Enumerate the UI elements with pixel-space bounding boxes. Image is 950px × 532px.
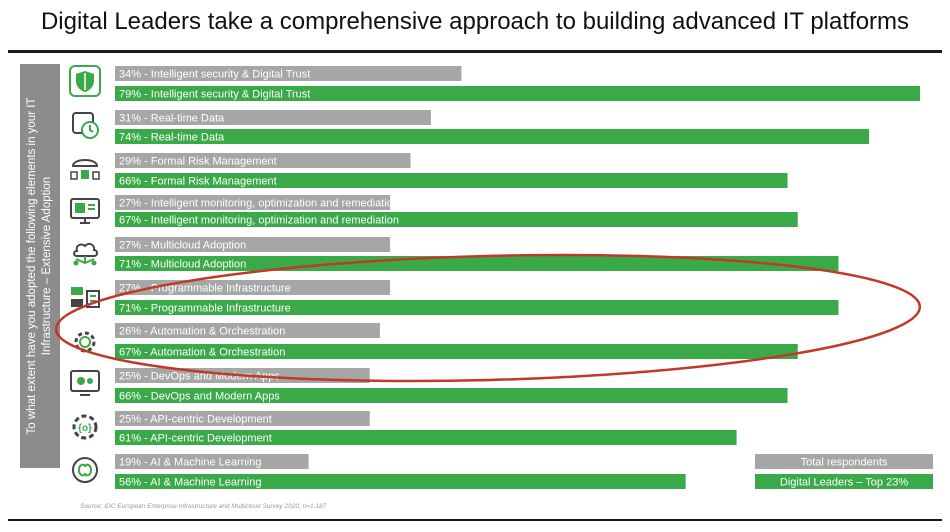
bar-leaders-label-0: 79% - Intelligent security & Digital Tru… [119,89,310,101]
bar-leaders-label-5: 71% - Programmable Infrastructure [119,303,291,315]
bar-leaders-label-4: 71% - Multicloud Adoption [119,259,246,271]
legend-leaders-label: Digital Leaders – Top 23% [780,477,908,489]
bar-total-2 [115,153,411,168]
ai-brain-icon [68,453,102,487]
legend-total-swatch [755,454,933,469]
bar-total-label-6: 26% - Automation & Orchestration [119,326,285,338]
cloud-network-icon [68,236,102,270]
bar-leaders-5 [115,300,839,315]
shield-icon [68,64,102,98]
bar-leaders-6 [115,344,798,359]
bar-total-label-7: 25% - DevOps and Modern Apps [119,371,280,383]
devops-screen-icon [68,366,102,400]
api-gear-icon: {o} [68,410,102,444]
bar-total-label-9: 19% - AI & Machine Learning [119,457,261,469]
bar-total-5 [115,280,391,295]
svg-text:{o}: {o} [78,423,92,434]
bar-total-label-2: 29% - Formal Risk Management [119,156,277,168]
monitor-icon [68,194,102,228]
bar-leaders-label-2: 66% - Formal Risk Management [119,176,277,188]
bar-total-8 [115,411,370,426]
bar-leaders-label-9: 56% - AI & Machine Learning [119,477,261,489]
bar-total-label-8: 25% - API-centric Development [119,414,272,426]
bar-total-9 [115,454,309,469]
bar-leaders-7 [115,388,788,403]
bar-leaders-2 [115,173,788,188]
bar-leaders-label-7: 66% - DevOps and Modern Apps [119,391,280,403]
bottom-divider [8,519,942,521]
bar-leaders-label-3: 67% - Intelligent monitoring, optimizati… [119,215,399,227]
legend-total-label: Total respondents [801,457,888,469]
bar-total-1 [115,110,431,125]
bar-leaders-8 [115,430,737,445]
bar-total-6 [115,323,380,338]
clock-chip-icon [68,108,102,142]
bar-total-4 [115,237,391,252]
legend-leaders-swatch [755,474,933,489]
bar-total-0 [115,66,462,81]
bar-leaders-1 [115,129,870,144]
bar-leaders-9 [115,474,686,489]
source-note: Source: IDC European Enterprise Infrastr… [80,503,327,510]
bar-leaders-3 [115,212,798,227]
bar-total-label-3: 27% - Intelligent monitoring, optimizati… [119,198,399,210]
bar-total-label-0: 34% - Intelligent security & Digital Tru… [119,69,310,81]
bar-leaders-0 [115,86,920,101]
bar-leaders-label-8: 61% - API-centric Development [119,433,272,445]
bar-total-3 [115,195,391,210]
infrastructure-icon [68,281,102,315]
y-axis-panel [20,64,60,468]
bar-total-label-4: 27% - Multicloud Adoption [119,240,246,252]
bar-leaders-label-6: 67% - Automation & Orchestration [119,347,285,359]
umbrella-lock-icon [68,152,102,186]
title-divider [8,50,942,53]
highlight-ellipse [54,253,922,383]
bar-leaders-label-1: 74% - Real-time Data [119,132,225,144]
chart-title: Digital Leaders take a comprehensive app… [40,8,910,35]
bar-total-label-1: 31% - Real-time Data [119,113,225,125]
